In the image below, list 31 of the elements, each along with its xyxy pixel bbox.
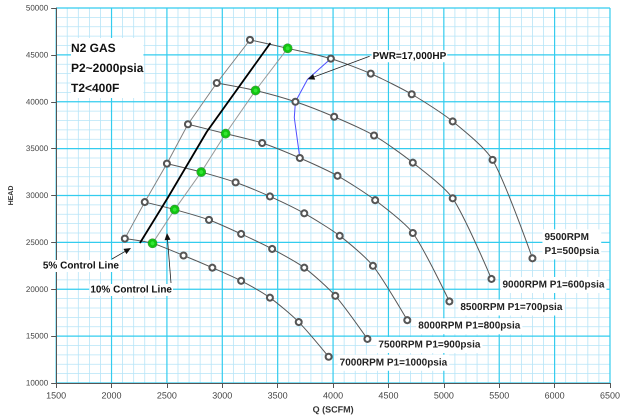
- x-tick-label: 1500: [46, 390, 66, 400]
- series-label: 8000RPM P1=800psia: [418, 320, 521, 332]
- annotation: 10% Control Line: [90, 284, 172, 296]
- x-tick-label: 6000: [544, 390, 565, 400]
- x-tick-label: 2000: [102, 390, 122, 400]
- x-tick-label: 5000: [434, 390, 454, 400]
- annotation: PWR=17,000HP: [372, 50, 447, 62]
- x-tick-label: 4000: [323, 390, 344, 400]
- y-tick-label: 15000: [26, 332, 49, 341]
- x-tick-label: 5500: [489, 390, 510, 400]
- y-tick-label: 40000: [26, 97, 49, 106]
- y-tick-label: 20000: [26, 284, 49, 294]
- x-tick-label: 2500: [156, 390, 177, 400]
- y-tick-label: 35000: [26, 144, 49, 154]
- x-tick-label: 6500: [600, 390, 620, 400]
- series-label: 9000RPM P1=600psia: [502, 279, 605, 290]
- series-label: 8500RPM P1=700psia: [460, 302, 563, 313]
- series-label: 7500RPM P1=900psia: [378, 339, 481, 350]
- x-tick-label: 3000: [212, 390, 232, 400]
- y-tick-label: 25000: [26, 238, 49, 247]
- y-tick-label: 45000: [26, 50, 49, 60]
- x-tick-label: 3500: [268, 390, 288, 400]
- series-label: 9500RPM P1=500psia: [544, 232, 600, 257]
- x-tick-label: 4500: [378, 390, 398, 400]
- x-axis-title: Q (SCFM): [312, 404, 354, 414]
- annotation: N2 GAS P2~2000psia T2<400F: [71, 41, 144, 95]
- y-tick-label: 50000: [26, 4, 49, 12]
- y-tick-label: 30000: [26, 191, 49, 200]
- annotation: 5% Control Line: [42, 260, 120, 272]
- series-label: 7000RPM P1=1000psia: [340, 357, 448, 368]
- y-tick-label: 10000: [26, 378, 49, 388]
